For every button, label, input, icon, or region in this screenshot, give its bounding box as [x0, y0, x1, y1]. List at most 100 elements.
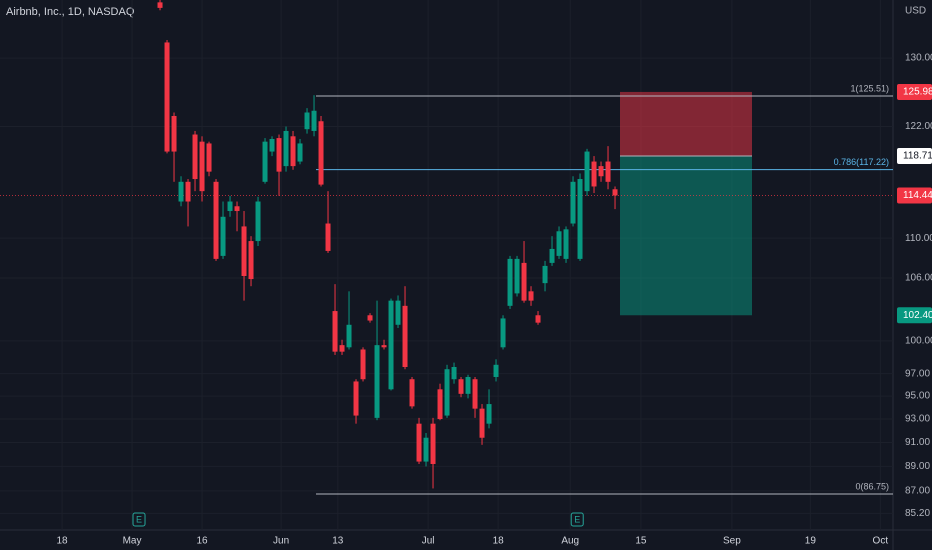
price-tag — [897, 187, 932, 204]
fib-label: 0(86.75) — [855, 481, 889, 491]
candle-body — [451, 367, 457, 380]
candle-body — [276, 138, 282, 172]
candle-body — [199, 141, 205, 192]
candle-body — [507, 258, 513, 306]
candle-body — [185, 181, 191, 202]
candle-body — [346, 324, 352, 348]
candle-body — [584, 151, 590, 192]
price-tag — [897, 147, 932, 164]
candle-body — [381, 345, 387, 348]
candle-body — [192, 134, 198, 180]
candle-body — [304, 112, 310, 130]
candle-body — [542, 265, 548, 284]
candle-body — [325, 223, 331, 251]
candle-body — [213, 181, 219, 259]
earnings-icon — [132, 512, 146, 527]
candle-body — [374, 345, 380, 418]
candle-body — [395, 300, 401, 325]
candle-body — [164, 42, 170, 152]
y-tick-label: 122.00 — [905, 121, 932, 132]
candle-body — [318, 121, 324, 185]
candle-body — [262, 141, 268, 182]
x-tick-label: 18 — [56, 536, 68, 547]
candle-body — [311, 110, 317, 131]
candle-body — [297, 143, 303, 162]
x-tick-label: 15 — [635, 536, 647, 547]
chart-title: Airbnb, Inc., 1D, NASDAQ — [6, 6, 135, 18]
candle-body — [465, 376, 471, 394]
y-tick-label: 110.00 — [905, 233, 932, 244]
x-tick-label: 19 — [805, 536, 817, 547]
candle-body — [514, 258, 520, 294]
y-tick-label: 91.00 — [905, 437, 930, 448]
x-tick-label: Sep — [723, 536, 741, 547]
candle-body — [430, 423, 436, 464]
candle-body — [605, 161, 611, 182]
x-tick-label: Jul — [422, 536, 435, 547]
candle-body — [220, 216, 226, 256]
y-tick-label: 106.00 — [905, 273, 932, 284]
candle-body — [570, 181, 576, 224]
target-zone — [620, 155, 752, 316]
candle-body — [591, 161, 597, 187]
candle-body — [339, 345, 345, 352]
candle-body — [367, 315, 373, 321]
candle-body — [479, 408, 485, 438]
price-tag-label: 118.71 — [903, 151, 932, 162]
y-tick-label: 100.00 — [905, 335, 932, 346]
candle-body — [269, 138, 275, 152]
x-tick-label: 18 — [493, 536, 505, 547]
candle-body — [234, 206, 240, 212]
candle-body — [535, 315, 541, 323]
fib-label: 1(125.51) — [850, 83, 889, 93]
candle-body — [206, 143, 212, 172]
candle-body — [528, 291, 534, 301]
candle-body — [402, 305, 408, 368]
candle-body — [444, 369, 450, 416]
candle-body — [423, 437, 429, 462]
stop-zone — [620, 91, 752, 156]
candle-body — [563, 229, 569, 259]
y-tick-label: 95.00 — [905, 391, 930, 402]
y-tick-label: 85.20 — [905, 508, 930, 519]
candle-body — [283, 130, 289, 167]
candle-body — [577, 179, 583, 259]
x-tick-label: Aug — [561, 536, 579, 547]
candle-body — [227, 201, 233, 212]
price-tag-label: 114.44 — [903, 190, 932, 201]
candle-body — [171, 115, 177, 152]
price-tag — [897, 307, 932, 324]
candle-body — [360, 349, 366, 380]
candle-body — [612, 189, 618, 196]
candle-body — [437, 389, 443, 420]
candle-body — [290, 136, 296, 167]
candle-body — [388, 300, 394, 390]
y-tick-label: 87.00 — [905, 486, 930, 497]
y-tick-label: 93.00 — [905, 414, 930, 425]
currency-label: USD — [905, 6, 926, 17]
candle-body — [255, 201, 261, 242]
candle-body — [353, 381, 359, 416]
candle-body — [416, 423, 422, 462]
candle-body — [521, 262, 527, 301]
price-tag — [897, 83, 932, 100]
candle-body — [248, 241, 254, 280]
plot-area: 1(125.51) 0.786(117.22) 0(86.75) — [0, 0, 893, 495]
candle-body — [178, 181, 184, 202]
x-tick-label: Oct — [873, 536, 889, 547]
earnings-icon — [570, 512, 584, 527]
price-tag-label: 125.98 — [903, 87, 932, 98]
y-tick-label: 89.00 — [905, 461, 930, 472]
x-tick-label: May — [123, 536, 142, 547]
x-tick-label: 13 — [332, 536, 344, 547]
candle-body — [458, 379, 464, 394]
candle-body — [486, 404, 492, 424]
candle-body — [549, 248, 555, 263]
earnings-label: E — [574, 514, 580, 524]
price-tag-label: 102.40 — [903, 310, 932, 321]
candle-body — [472, 379, 478, 409]
candle-body — [332, 311, 338, 352]
candle-body — [157, 2, 163, 8]
